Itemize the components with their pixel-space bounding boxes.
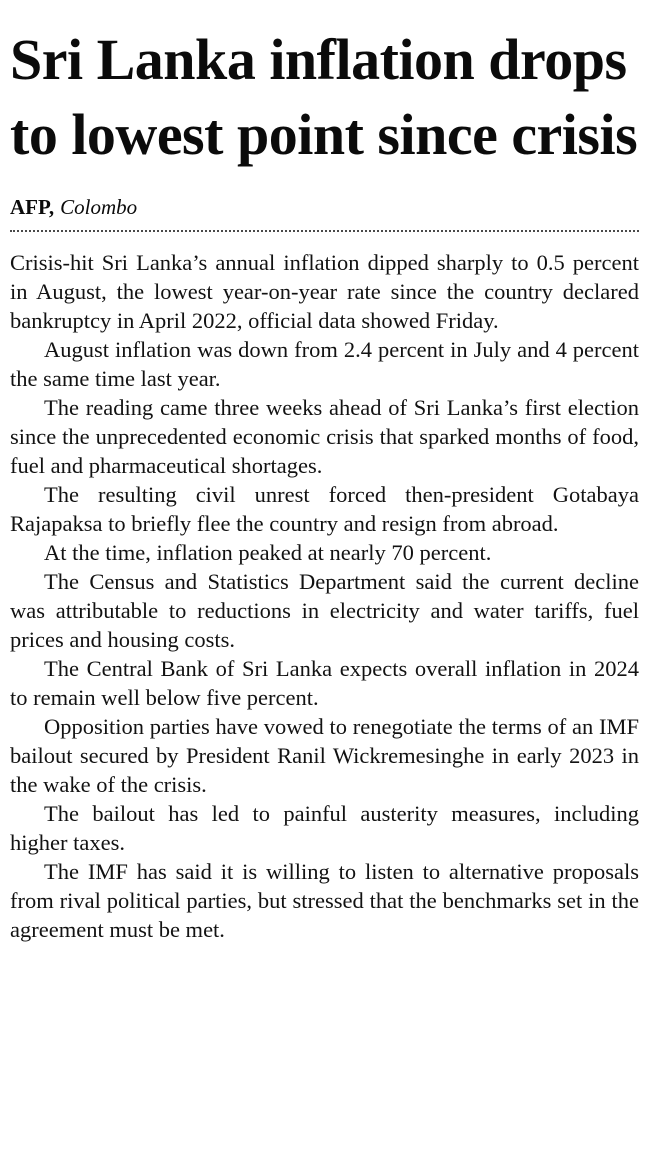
article-paragraph: The resulting civil unrest forced then-p… [10, 481, 639, 536]
byline: AFP, Colombo [10, 195, 639, 220]
article-paragraph: The bailout has led to painful austerity… [10, 800, 639, 855]
article-paragraph: The reading came three weeks ahead of Sr… [10, 394, 639, 478]
article-paragraph: The Census and Statistics Department sai… [10, 568, 639, 652]
article-paragraph: August inflation was down from 2.4 perce… [10, 336, 639, 391]
byline-source: AFP, [10, 194, 55, 219]
article-paragraph: Opposition parties have vowed to renegot… [10, 713, 639, 797]
article-paragraph: The Central Bank of Sri Lanka expects ov… [10, 655, 639, 710]
article-paragraph: At the time, inflation peaked at nearly … [44, 539, 492, 565]
byline-location: Colombo [60, 194, 138, 219]
article-body: Crisis-hit Sri Lanka’s annual inflation … [10, 248, 639, 944]
article-headline: Sri Lanka inflation drops to lowest poin… [10, 27, 638, 168]
article-paragraph: Crisis-hit Sri Lanka’s annual inflation … [10, 249, 639, 333]
dotted-divider [10, 229, 639, 232]
article: Sri Lanka inflation drops to lowest poin… [10, 27, 639, 944]
article-paragraph: The IMF has said it is willing to listen… [10, 858, 639, 942]
